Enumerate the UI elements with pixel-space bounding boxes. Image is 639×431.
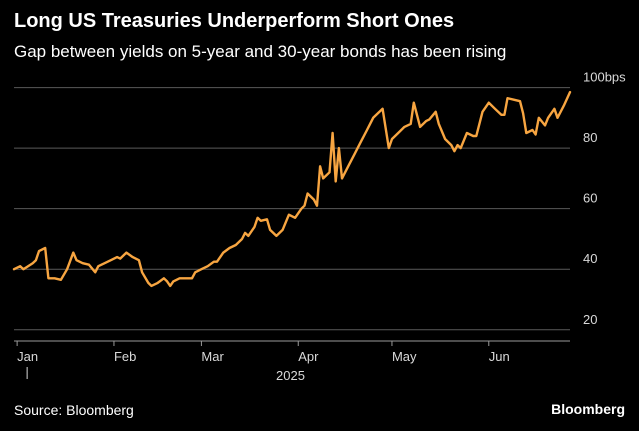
y-tick-label-40: 40 — [583, 251, 597, 266]
bloomberg-logo: Bloomberg — [551, 401, 625, 417]
chart-title: Long US Treasuries Underperform Short On… — [14, 10, 455, 32]
chart-subtitle: Gap between yields on 5-year and 30-year… — [14, 42, 507, 61]
series-layer — [12, 90, 572, 288]
x-tick-label-feb: Feb — [114, 349, 136, 364]
y-tick-label-60: 60 — [583, 191, 597, 206]
x-tick-label-apr: Apr — [298, 349, 319, 364]
x-axis: Jan Feb Mar Apr May Jun 2025 — [14, 340, 570, 383]
gridlines: 20 40 60 80 100bps — [14, 70, 626, 331]
x-tick-label-jan: Jan — [17, 349, 38, 364]
x-tick-label-may: May — [392, 349, 417, 364]
data-points — [13, 91, 571, 287]
y-tick-label-100: 100bps — [583, 70, 626, 85]
y-tick-label-20: 20 — [583, 312, 597, 327]
source-note: Source: Bloomberg — [14, 402, 134, 418]
series-line — [12, 90, 572, 288]
x-tick-label-jun: Jun — [489, 349, 510, 364]
x-tick-label-mar: Mar — [201, 349, 224, 364]
y-tick-label-80: 80 — [583, 130, 597, 145]
year-label: 2025 — [276, 368, 305, 383]
